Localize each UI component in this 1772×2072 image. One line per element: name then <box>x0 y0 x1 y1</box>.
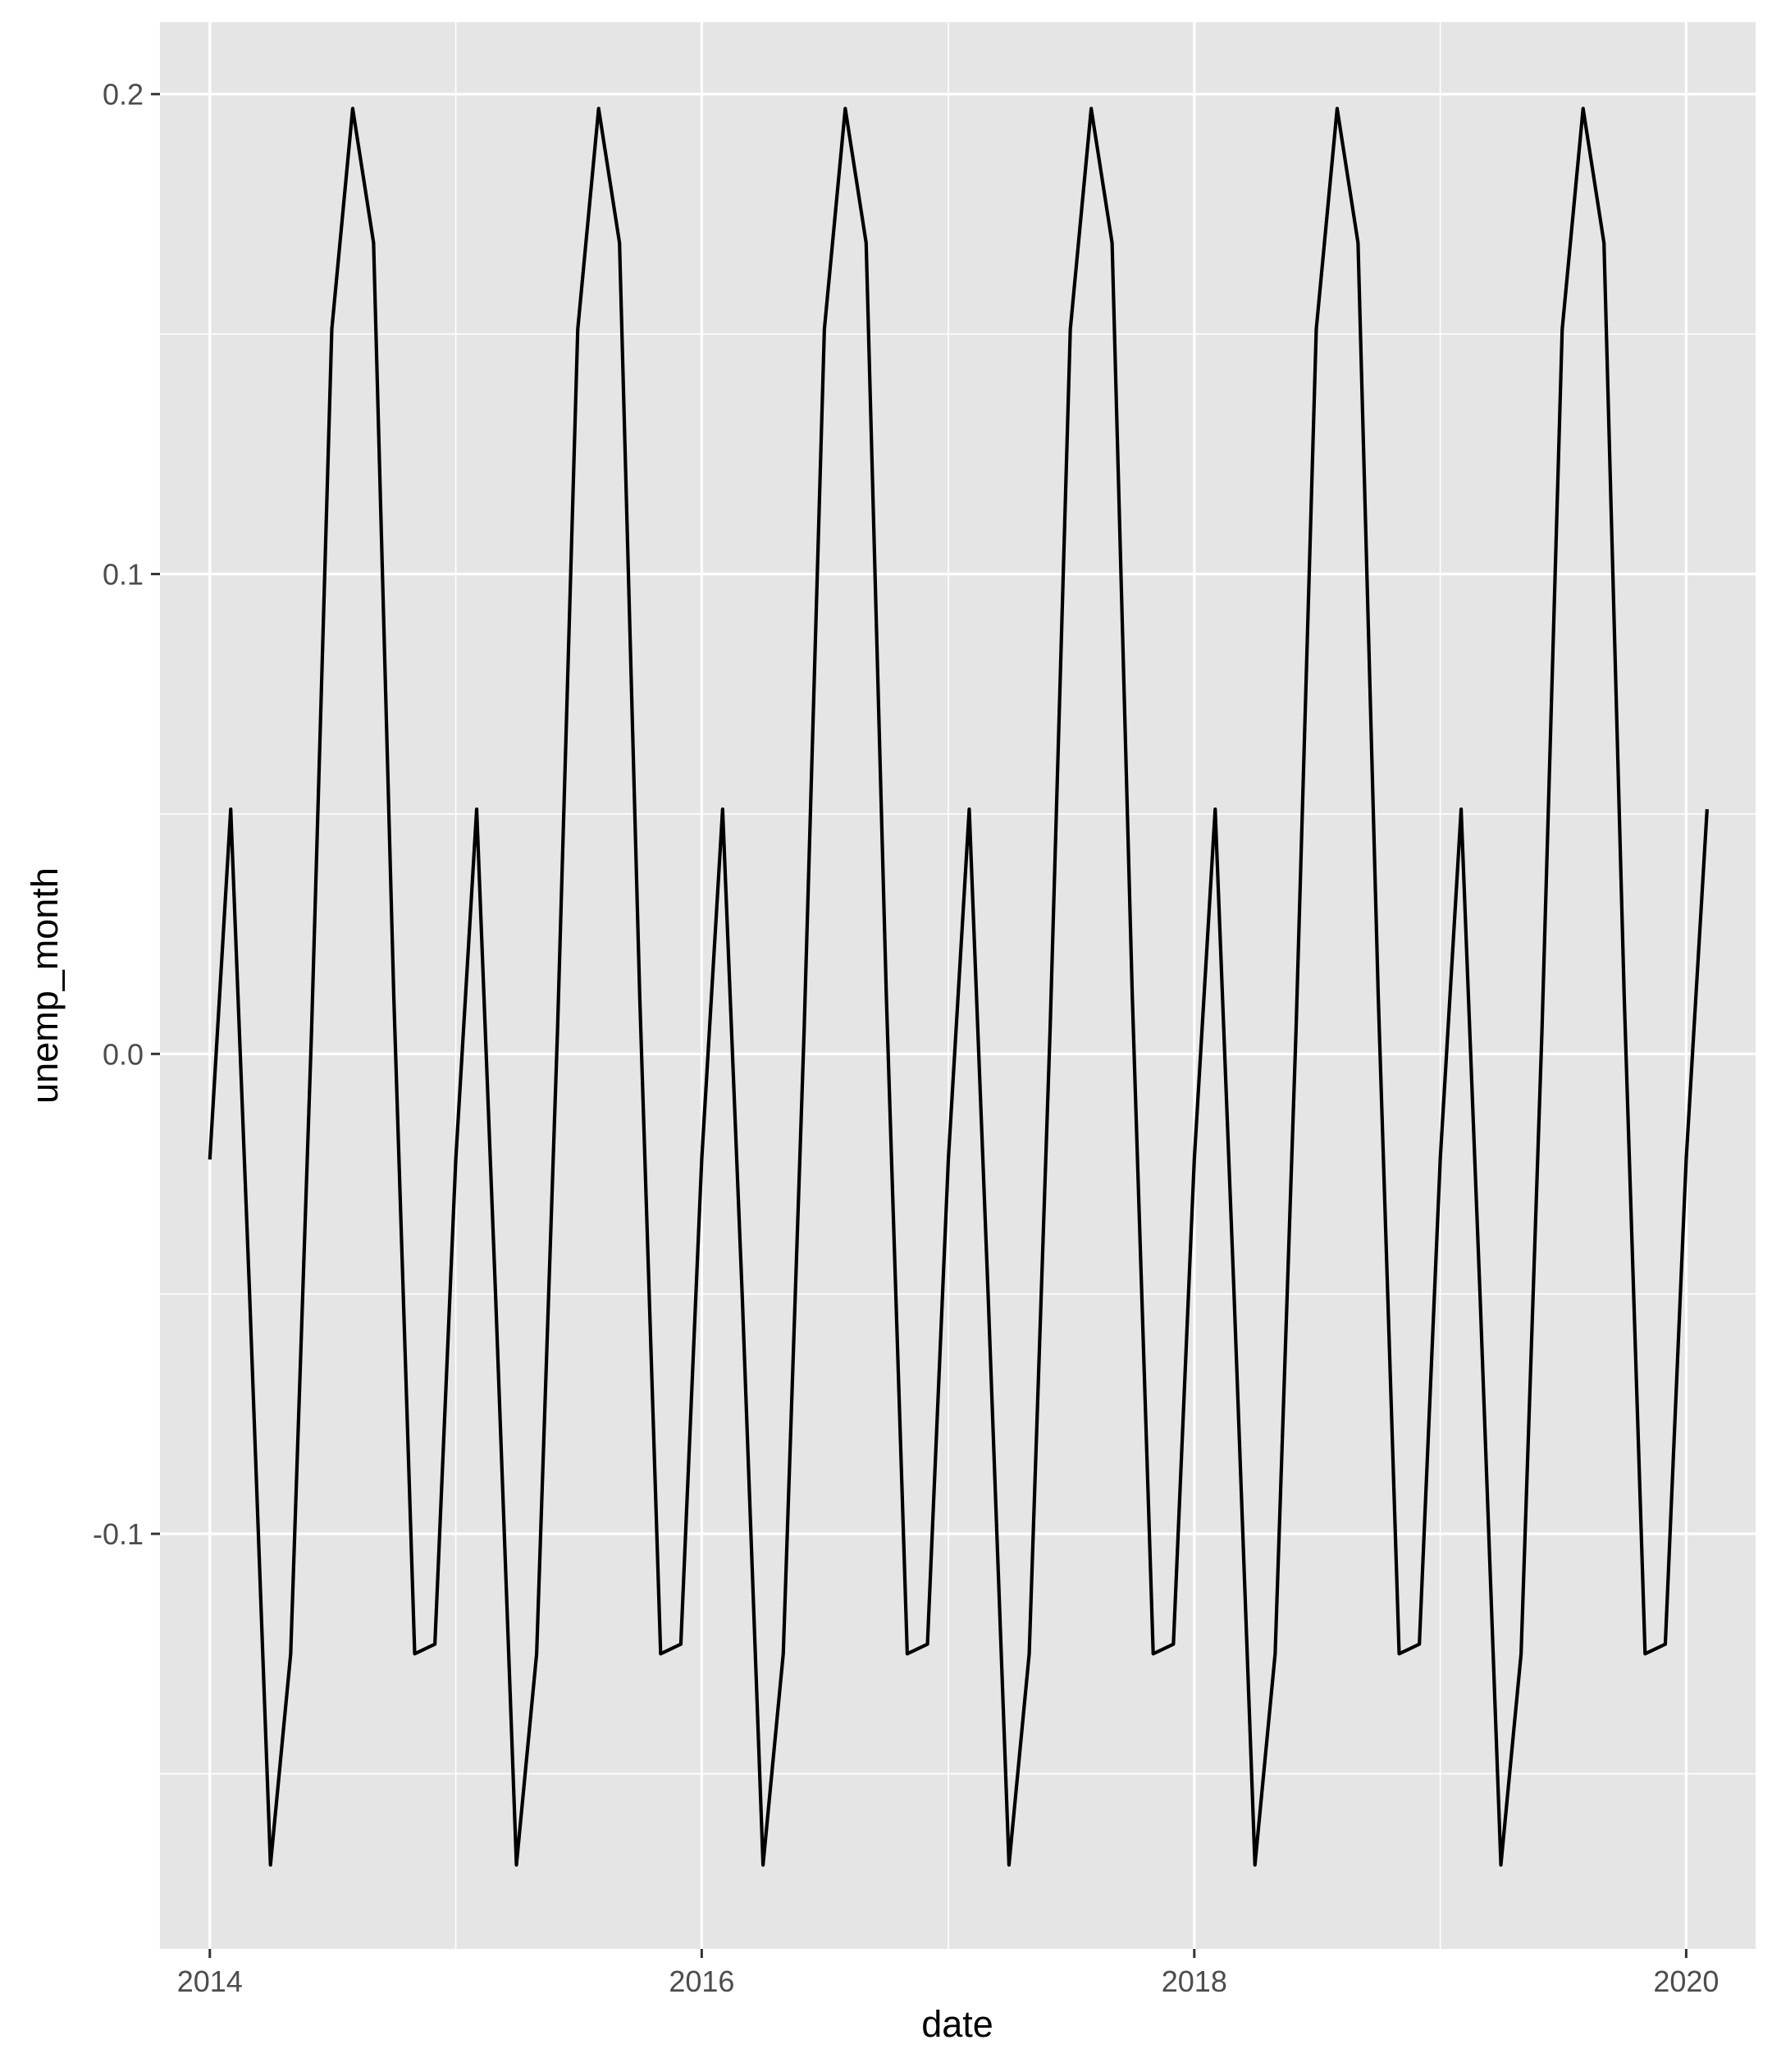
x-tick-label: 2018 <box>1162 1965 1227 1998</box>
y-tick-label: 0.2 <box>103 78 144 112</box>
tick-labels: -0.1 0.0 0.1 0.2 2014 2016 2018 2020 <box>93 78 1719 1998</box>
y-tick-label: 0.0 <box>103 1037 144 1071</box>
major-gridlines <box>160 22 1756 1949</box>
series-layer <box>208 107 1709 1867</box>
x-tick-label: 2016 <box>669 1965 734 1998</box>
y-axis-title: unemp_month <box>24 867 66 1104</box>
minor-gridlines <box>160 22 1756 1949</box>
axis-ticks <box>151 93 1688 1958</box>
x-axis-title: date <box>921 2003 993 2045</box>
x-tick-label: 2014 <box>177 1965 243 1998</box>
x-tick-label: 2020 <box>1653 1965 1719 1998</box>
y-tick-label: -0.1 <box>93 1517 144 1551</box>
y-tick-label: 0.1 <box>103 558 144 592</box>
series-line <box>208 107 1709 1867</box>
